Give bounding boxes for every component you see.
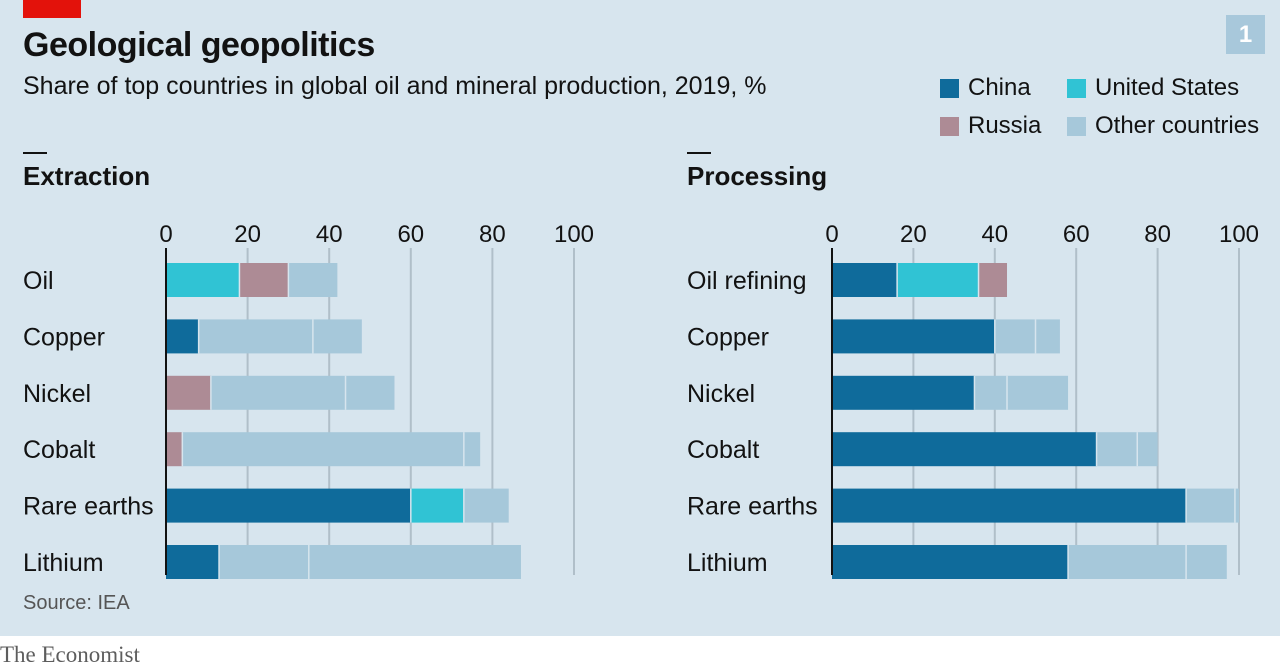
extraction-bar-copper-other-countries-1 [198, 319, 313, 354]
processing-bar-cobalt-china-0 [832, 432, 1097, 467]
processing-bar-cobalt-other-countries-1 [1096, 432, 1138, 467]
extraction-tick-label-80: 80 [479, 221, 506, 248]
extraction-bar-rare-earths-other-countries-2 [463, 488, 509, 523]
extraction-bar-cobalt-russia-0 [166, 432, 183, 467]
legend-item-other-countries: Other countries [1067, 108, 1259, 144]
publisher-footer: The Economist [0, 642, 140, 667]
legend-swatch-china [940, 78, 959, 98]
legend-label-united-states: United States [1095, 74, 1240, 101]
extraction-bar-nickel-russia-0 [166, 375, 211, 410]
extraction-title-rule [23, 152, 47, 154]
processing-bar-copper-other-countries-2 [1035, 319, 1060, 354]
extraction-bar-lithium-other-countries-2 [308, 545, 521, 579]
processing-tick-label-60: 60 [1063, 221, 1090, 248]
chart-number-badge: 1 [1226, 15, 1265, 54]
processing-bar-lithium-china-0 [832, 545, 1069, 579]
processing-bar-lithium-other-countries-1 [1068, 545, 1187, 579]
legend-swatch-other-countries [1067, 116, 1086, 136]
legend-swatch-russia [940, 116, 959, 136]
processing-tick-label-80: 80 [1144, 221, 1171, 248]
extraction-category-label-cobalt: Cobalt [23, 436, 95, 464]
extraction-bar-rare-earths-united-states-1 [410, 488, 464, 523]
extraction-tick-label-60: 60 [397, 221, 424, 248]
processing-bar-lithium-other-countries-2 [1186, 545, 1227, 579]
processing-category-label-nickel: Nickel [687, 380, 755, 408]
processing-bar-nickel-other-countries-2 [1007, 375, 1069, 410]
extraction-bar-lithium-other-countries-1 [219, 545, 309, 579]
processing-bar-rare-earths-other-countries-1 [1186, 488, 1235, 523]
chart-title: Geological geopolitics [23, 26, 375, 64]
extraction-bar-oil-other-countries-2 [288, 263, 338, 297]
legend-label-other-countries: Other countries [1095, 112, 1260, 139]
extraction-category-label-lithium: Lithium [23, 549, 104, 577]
processing-category-label-cobalt: Cobalt [687, 436, 759, 464]
extraction-bar-oil-united-states-0 [166, 263, 240, 297]
extraction-category-label-copper: Copper [23, 323, 105, 351]
legend-item-russia: Russia [940, 108, 1041, 144]
processing-bar-copper-china-0 [832, 319, 995, 354]
extraction-bar-copper-other-countries-2 [312, 319, 362, 354]
processing-bar-oil-refining-united-states-1 [897, 263, 979, 297]
processing-bar-rare-earths-china-0 [832, 488, 1187, 523]
processing-tick-label-100: 100 [1219, 221, 1259, 248]
chart-subtitle: Share of top countries in global oil and… [23, 72, 767, 100]
processing-category-label-rare-earths: Rare earths [687, 493, 818, 521]
chart-panel: Geological geopolitics Share of top coun… [0, 0, 1280, 636]
extraction-bar-nickel-other-countries-2 [345, 375, 395, 410]
extraction-category-label-oil: Oil [23, 267, 54, 295]
brand-red-tab [23, 0, 81, 18]
extraction-bar-lithium-china-0 [166, 545, 220, 579]
extraction-panel-title: Extraction [23, 161, 150, 191]
extraction-tick-label-0: 0 [159, 221, 172, 248]
extraction-bar-cobalt-other-countries-2 [463, 432, 481, 467]
processing-category-label-oil-refining: Oil refining [687, 267, 807, 295]
extraction-tick-label-40: 40 [316, 221, 343, 248]
legend-item-china: China [940, 70, 1031, 106]
legend-label-russia: Russia [968, 112, 1042, 139]
legend-label-china: China [968, 74, 1031, 101]
processing-bar-nickel-other-countries-1 [974, 375, 1008, 410]
processing-bar-copper-other-countries-1 [994, 319, 1036, 354]
extraction-bar-oil-russia-1 [239, 263, 289, 297]
extraction-bar-rare-earths-china-0 [166, 488, 411, 523]
legend-swatch-united-states [1067, 78, 1086, 98]
processing-bar-cobalt-other-countries-2 [1137, 432, 1158, 467]
processing-bar-rare-earths-other-countries-2 [1234, 488, 1239, 523]
processing-tick-label-40: 40 [981, 221, 1008, 248]
extraction-bar-cobalt-other-countries-1 [182, 432, 464, 467]
processing-title-rule [687, 152, 711, 154]
processing-tick-label-20: 20 [900, 221, 927, 248]
processing-panel-title: Processing [687, 161, 827, 191]
processing-bar-oil-refining-china-0 [832, 263, 898, 297]
extraction-tick-label-20: 20 [234, 221, 261, 248]
legend-item-united-states: United States [1067, 70, 1239, 106]
extraction-bar-copper-china-0 [166, 319, 199, 354]
extraction-tick-label-100: 100 [554, 221, 594, 248]
processing-bar-nickel-china-0 [832, 375, 975, 410]
legend: China United States Russia Other countri… [940, 70, 1270, 142]
extraction-category-label-rare-earths: Rare earths [23, 493, 154, 521]
processing-tick-label-0: 0 [825, 221, 838, 248]
processing-bar-oil-refining-russia-2 [978, 263, 1008, 297]
processing-category-label-copper: Copper [687, 323, 769, 351]
source-note: Source: IEA [23, 592, 130, 614]
charts-svg: Extraction 0 20 40 60 80 100 Oil Copper Nickel Cob… [23, 152, 1259, 579]
extraction-category-label-nickel: Nickel [23, 380, 91, 408]
extraction-bar-nickel-other-countries-1 [210, 375, 346, 410]
processing-category-label-lithium: Lithium [687, 549, 768, 577]
